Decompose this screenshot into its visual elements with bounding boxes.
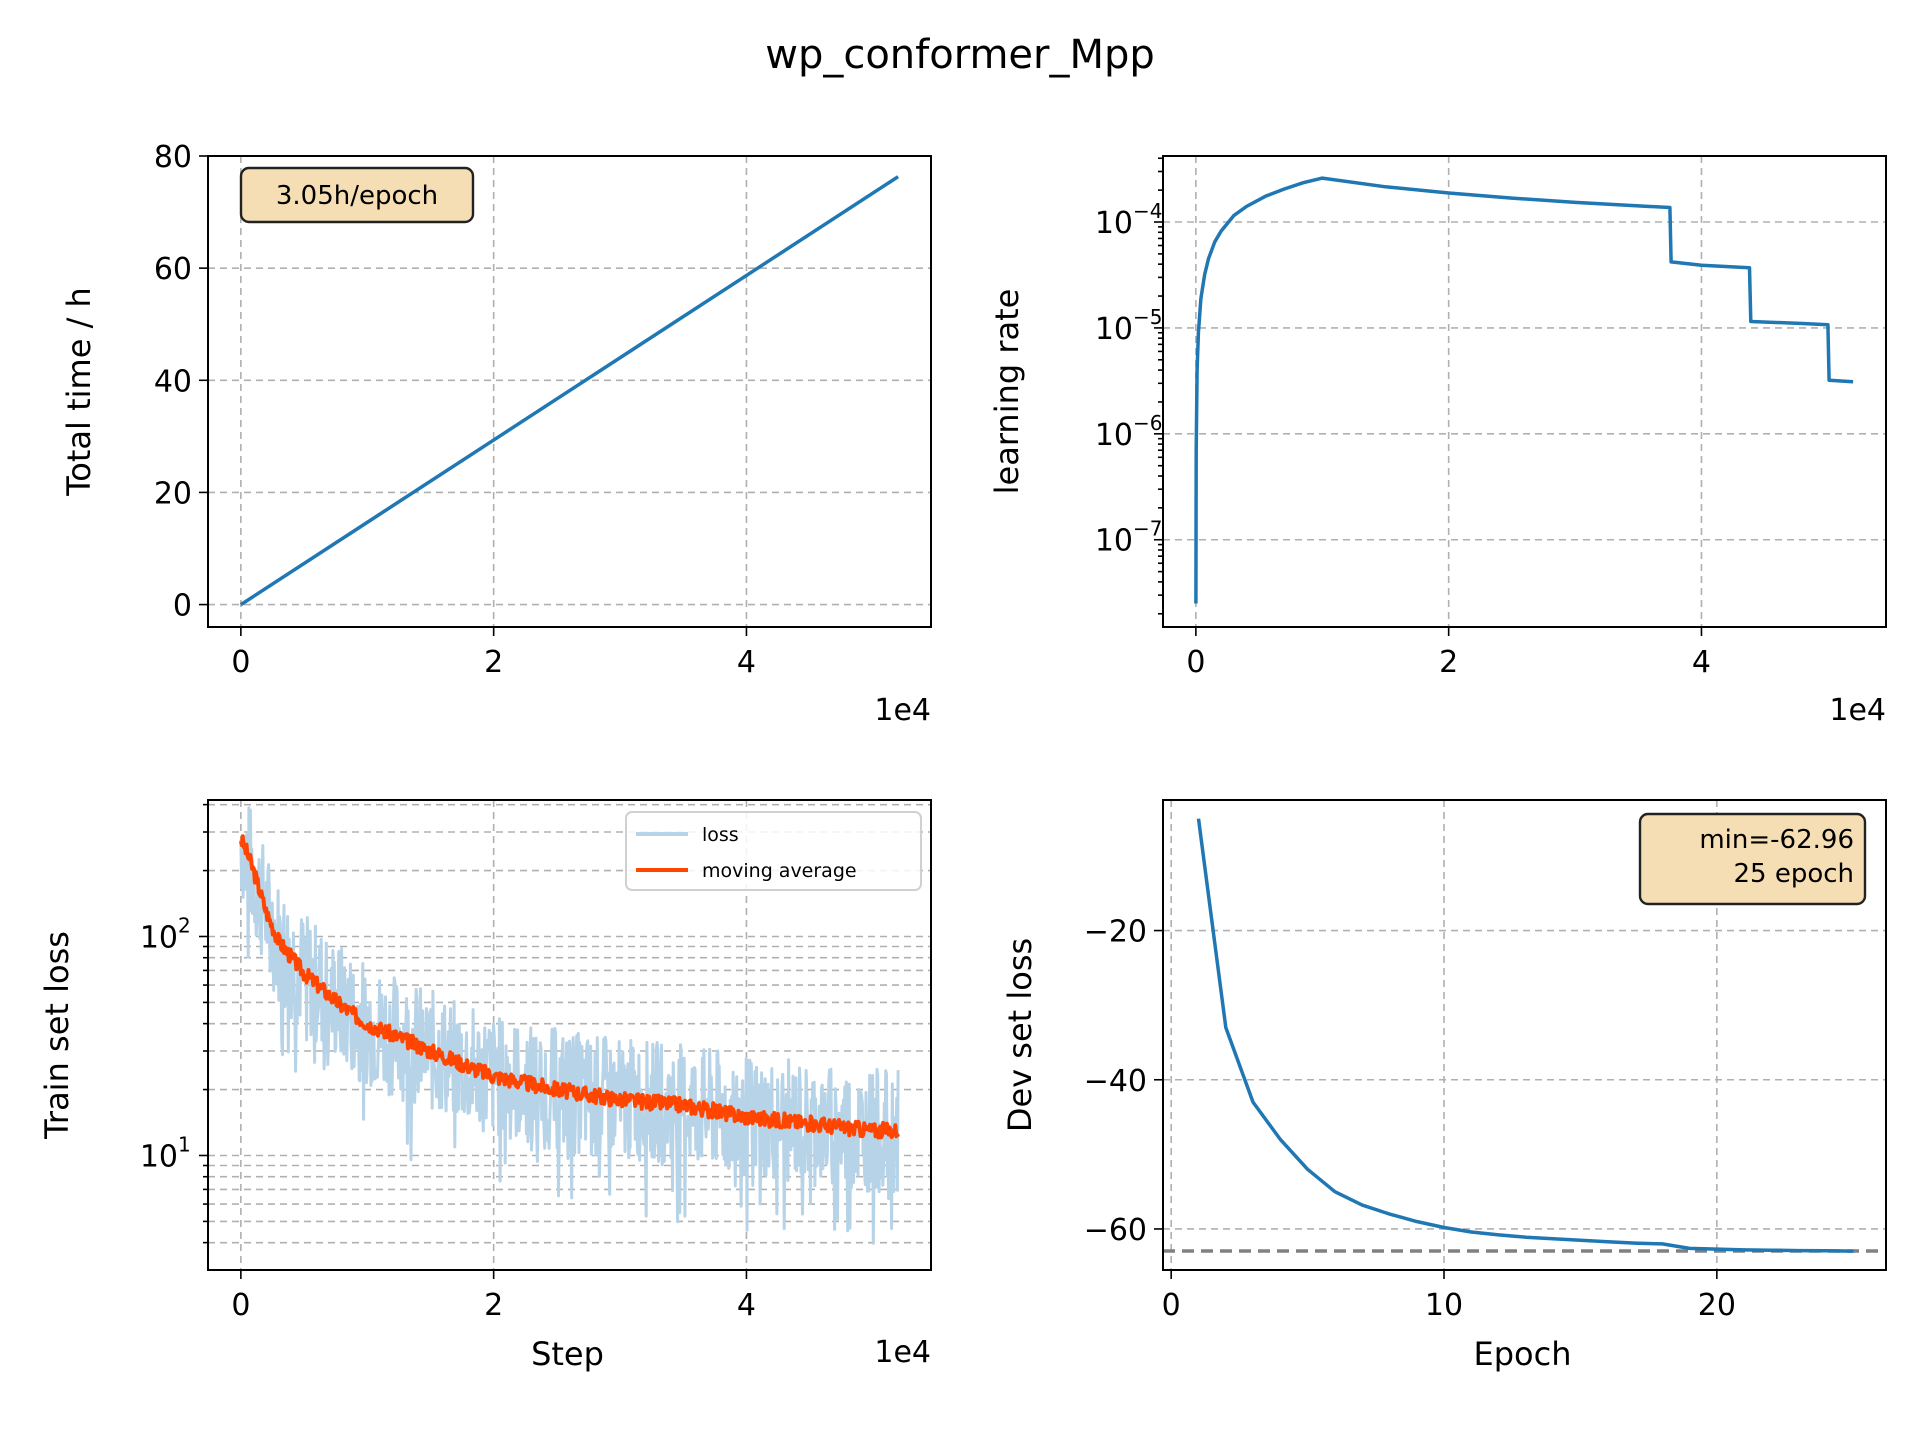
x-tick-label: 2 [484,1288,503,1323]
y-tick-label: 60 [154,252,192,287]
annotation-text: 3.05h/epoch [276,181,438,211]
x-tick-label: 0 [231,645,250,680]
y-axis-label: Total time / h [60,287,98,497]
x-tick-label: 2 [1439,645,1458,680]
y-tick-exponent: 2 [178,913,191,937]
series-line [1196,818,1854,1253]
y-tick-label: 40 [154,364,192,399]
series-moving-average [238,834,900,1140]
y-tick-exponent: −6 [1133,411,1162,435]
y-tick-label: 10 [1095,312,1133,347]
y-tick-label: 10 [1095,206,1133,241]
x-tick-label: 2 [484,645,503,680]
y-tick-label: 20 [154,476,192,511]
y-tick-label: −60 [1084,1213,1147,1248]
x-tick-label: 0 [1186,645,1205,680]
plot-area [239,175,900,607]
plot-area [238,806,900,1245]
y-tick-exponent: −5 [1133,305,1162,329]
plot-area [1194,176,1854,604]
y-tick-exponent: −7 [1133,517,1162,541]
x-tick-label: 20 [1698,1288,1736,1323]
y-axis-label: Train set loss [38,931,76,1140]
plot-area [1163,818,1886,1253]
series-line [239,175,900,607]
axes-frame [207,799,932,1271]
annotation-text: min=-62.96 [1699,825,1854,855]
x-tick-label: 10 [1425,1288,1463,1323]
y-tick-label: 80 [154,140,192,175]
x-scale-offset-label: 1e4 [874,1335,931,1370]
legend-label: moving average [702,860,857,882]
annotation-box [239,166,475,224]
axes-frame [1162,799,1887,1271]
y-tick-exponent: −4 [1133,199,1162,223]
y-tick-label: −20 [1084,915,1147,950]
y-tick-label: −40 [1084,1064,1147,1099]
y-tick-label: 10 [1095,524,1133,559]
legend-label: loss [702,824,739,846]
axes-frame [207,155,932,628]
figure-title: wp_conformer_Mpp [765,32,1155,78]
y-tick-label: 10 [140,920,178,955]
y-axis-label: learning rate [988,289,1026,495]
legend [625,811,922,891]
x-scale-offset-label: 1e4 [1829,693,1886,728]
y-tick-exponent: 1 [178,1132,191,1156]
y-tick-label: 10 [1095,418,1133,453]
annotation-box [1638,812,1867,906]
x-tick-label: 4 [737,645,756,680]
x-tick-label: 0 [231,1288,250,1323]
y-tick-label: 10 [140,1139,178,1174]
x-axis-label: Step [531,1335,604,1373]
x-tick-label: 4 [1692,645,1711,680]
series-line [1194,176,1854,604]
annotation-text: 25 epoch [1733,859,1854,889]
x-scale-offset-label: 1e4 [874,693,931,728]
series-loss [239,806,900,1245]
x-tick-label: 0 [1162,1288,1181,1323]
y-axis-label: Dev set loss [1001,938,1039,1132]
x-tick-label: 4 [737,1288,756,1323]
axes-frame [1162,155,1887,628]
x-axis-label: Epoch [1474,1335,1572,1373]
y-tick-label: 0 [173,589,192,624]
panel-dev-loss: 0 10 20 −60 −40 −20 Dev set loss Epoch min=-62.9… [1001,799,1887,1373]
